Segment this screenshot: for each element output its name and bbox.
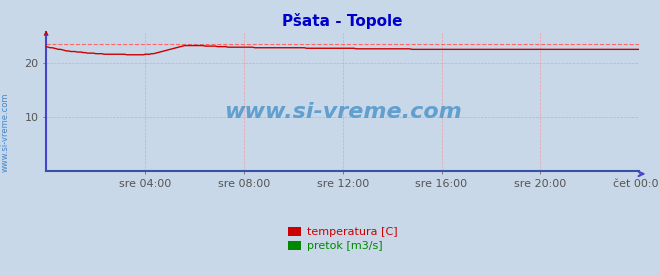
Title: Pšata - Topole: Pšata - Topole xyxy=(283,13,403,29)
Text: www.si-vreme.com: www.si-vreme.com xyxy=(224,102,461,122)
Legend: temperatura [C], pretok [m3/s]: temperatura [C], pretok [m3/s] xyxy=(288,227,397,251)
Text: www.si-vreme.com: www.si-vreme.com xyxy=(1,93,10,172)
